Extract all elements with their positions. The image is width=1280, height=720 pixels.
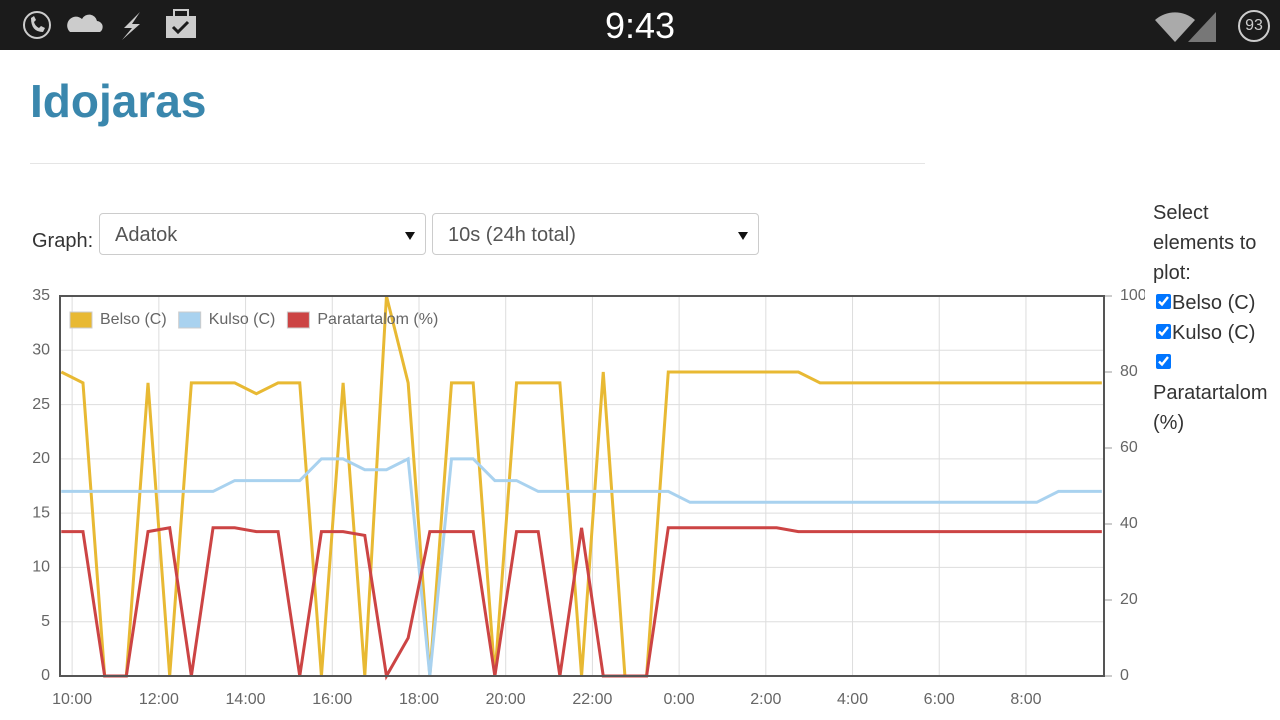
series-option: Belso (C): [1153, 288, 1278, 318]
y-tick-label: 30: [32, 342, 50, 359]
page-title: Idojaras: [30, 75, 207, 127]
plot-frame: [59, 295, 1105, 677]
status-bar: 9:43 93: [0, 0, 1280, 50]
y2-tick-label: 20: [1120, 591, 1138, 608]
graph-select[interactable]: Adatok: [99, 213, 426, 255]
x-tick-label: 18:00: [399, 691, 439, 708]
y-tick-label: 15: [32, 504, 50, 521]
series-line: [61, 456, 1102, 677]
x-tick-label: 6:00: [924, 691, 955, 708]
series-option: Kulso (C): [1153, 318, 1278, 348]
range-select[interactable]: 10s (24h total): [432, 213, 759, 255]
legend-swatch: [286, 311, 310, 329]
x-tick-label: 20:00: [486, 691, 526, 708]
legend-label: Belso (C): [100, 311, 167, 328]
option-label[interactable]: Kulso (C): [1172, 322, 1256, 344]
selector-heading: Select elements to plot:: [1153, 202, 1257, 284]
x-tick-label: 0:00: [664, 691, 695, 708]
x-tick-label: 22:00: [572, 691, 612, 708]
y-tick-label: 35: [32, 287, 50, 304]
divider: [30, 163, 925, 164]
graph-label: Graph:: [32, 230, 94, 252]
option-label[interactable]: Paratartalom (%): [1153, 382, 1268, 434]
series-checkbox[interactable]: [1156, 324, 1171, 339]
y2-tick-label: 80: [1120, 363, 1138, 380]
y-tick-label: 0: [41, 667, 50, 684]
chart: 0 5 10 15 20 25 30 35 0 20 40 60 80 100 10:00 12:00 14:0…: [32, 287, 1145, 708]
signal-icons: [1155, 12, 1216, 42]
y-tick-label: 10: [32, 559, 50, 576]
series-checkbox[interactable]: [1156, 294, 1171, 309]
y-tick-label: 20: [32, 450, 50, 467]
y-tick-label: 5: [41, 613, 50, 630]
legend-label: Paratartalom (%): [317, 311, 438, 328]
x-tick-label: 4:00: [837, 691, 868, 708]
x-tick-label: 10:00: [52, 691, 92, 708]
battery-indicator: 93: [1238, 10, 1270, 42]
legend-label: Kulso (C): [209, 311, 276, 328]
y2-tick-label: 0: [1120, 667, 1129, 684]
x-tick-label: 2:00: [750, 691, 781, 708]
x-tick-label: 16:00: [312, 691, 352, 708]
series-checkbox[interactable]: [1156, 354, 1171, 369]
series-selector: Select elements to plot: Belso (C) Kulso …: [1153, 198, 1278, 438]
y-tick-label: 25: [32, 396, 50, 413]
clock: 9:43: [604, 5, 676, 46]
x-tick-label: 14:00: [226, 691, 266, 708]
x-tick-label: 12:00: [139, 691, 179, 708]
option-list: Belso (C) Kulso (C) Paratartalom (%): [1153, 288, 1278, 438]
y2-tick-label: 40: [1120, 515, 1138, 532]
series-line: [61, 526, 1102, 681]
legend-swatch: [178, 311, 202, 329]
y2-tick-label: 60: [1120, 439, 1138, 456]
y2-tick-label: 100: [1120, 287, 1145, 304]
legend-swatch: [69, 311, 93, 329]
notification-icons: [23, 9, 196, 40]
option-label[interactable]: Belso (C): [1172, 292, 1256, 314]
x-tick-label: 8:00: [1010, 691, 1041, 708]
series-option: Paratartalom (%): [1153, 348, 1278, 438]
series-line: [60, 295, 1102, 678]
